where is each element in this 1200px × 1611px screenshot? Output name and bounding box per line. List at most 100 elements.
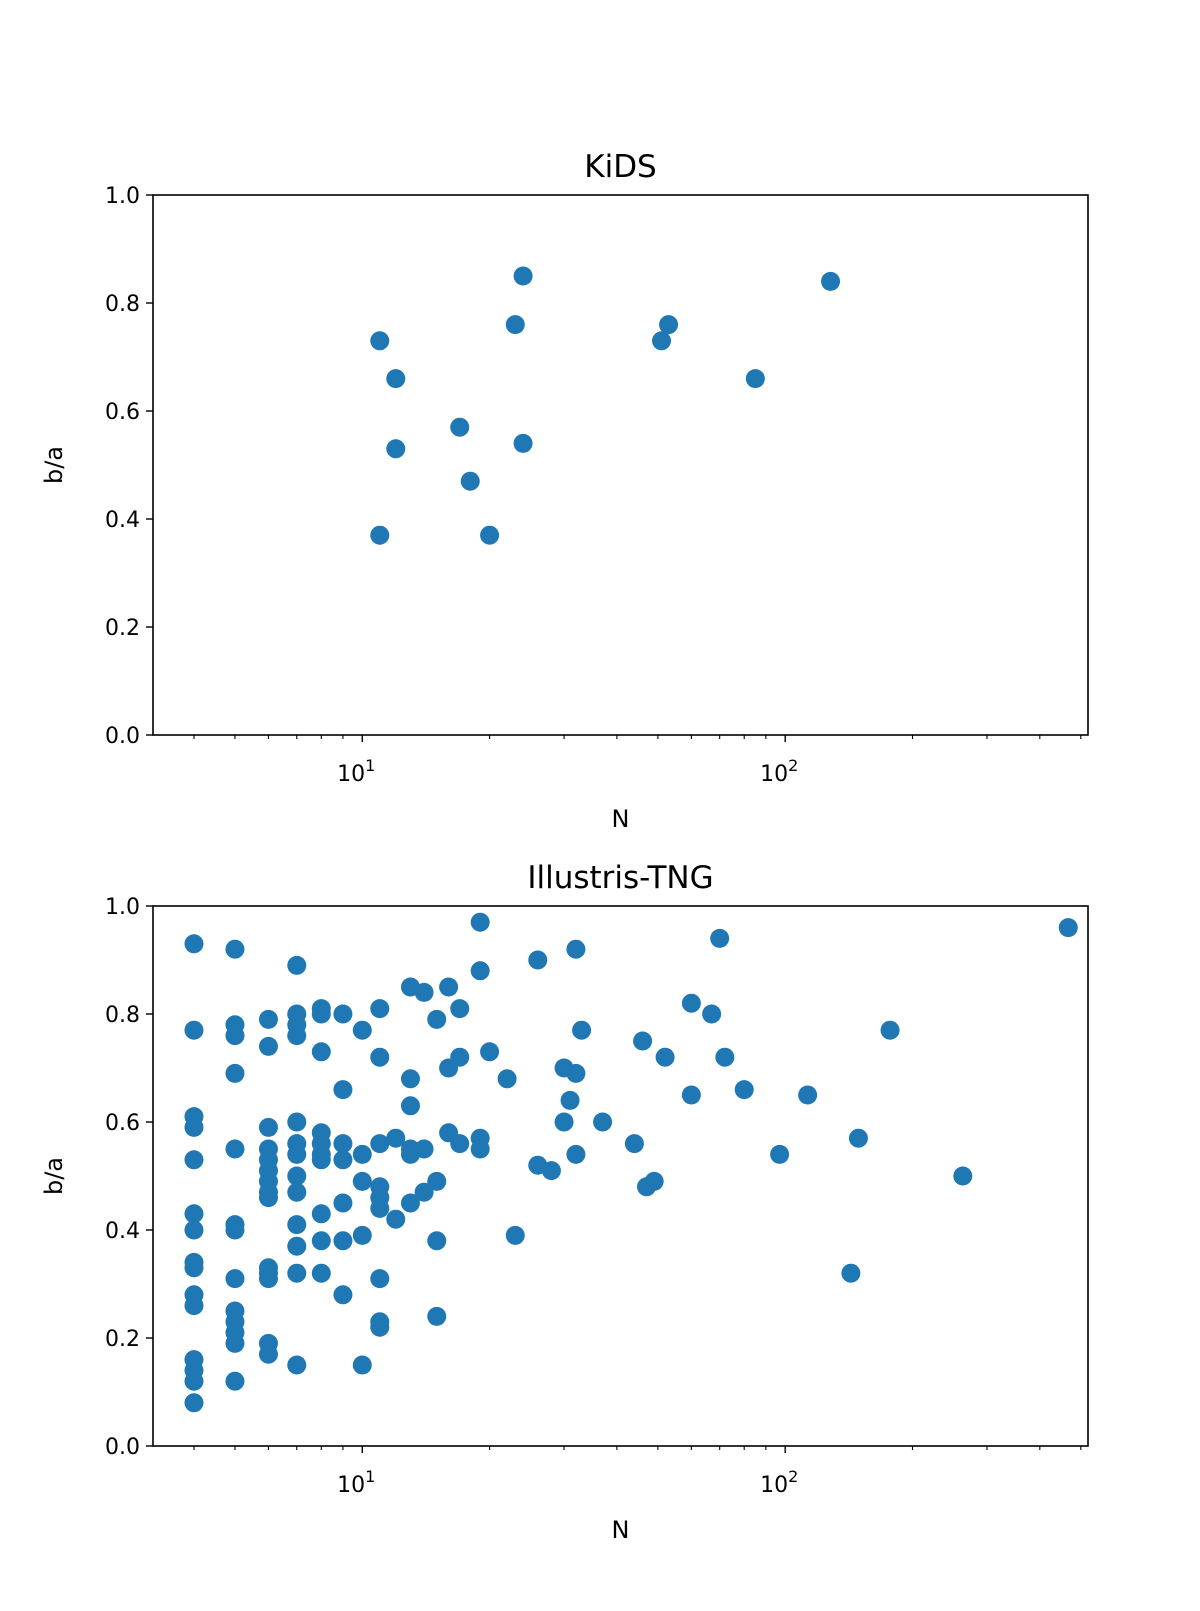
y-tick-label: 0.2 [105, 616, 140, 641]
data-point [652, 331, 672, 351]
y-tick-label: 1.0 [105, 184, 140, 209]
data-point [311, 1204, 331, 1224]
subplot-illustris-tng: Illustris-TNG 0.0 0.2 0.4 0.6 0.8 1.0 101 102 Nb/… [40, 860, 1089, 1544]
data-point [513, 433, 533, 453]
data-point [287, 1026, 307, 1046]
data-point [880, 1020, 900, 1040]
x-tick-label: 101 [337, 1467, 375, 1498]
y-axis-ticks: 0.0 0.2 0.4 0.6 0.8 1.0 [105, 184, 153, 749]
data-point [414, 1139, 434, 1159]
data-point [333, 1285, 353, 1305]
data-point [655, 1047, 675, 1067]
data-point [370, 1198, 390, 1218]
data-point [225, 1026, 245, 1046]
y-tick-label: 0.8 [105, 292, 140, 317]
data-point [311, 1231, 331, 1251]
data-point [225, 939, 245, 959]
data-point [386, 1209, 406, 1229]
data-point [480, 1042, 500, 1062]
data-point [798, 1085, 818, 1105]
data-point [258, 1269, 278, 1289]
chart-title: KiDS [584, 149, 657, 185]
data-point [370, 999, 390, 1019]
chart-title: Illustris-TNG [527, 860, 713, 896]
data-point [439, 977, 459, 997]
data-point [450, 417, 470, 437]
y-axis-ticks: 0.0 0.2 0.4 0.6 0.8 1.0 [105, 895, 153, 1460]
data-point [414, 1182, 434, 1202]
data-point [370, 1317, 390, 1337]
data-point [497, 1069, 517, 1089]
data-point [258, 1188, 278, 1208]
y-axis-label: b/a [40, 1157, 68, 1195]
y-tick-label: 0.0 [105, 1435, 140, 1460]
data-point [400, 1069, 420, 1089]
data-point [566, 1063, 586, 1083]
data-point [659, 315, 679, 335]
y-tick-label: 1.0 [105, 895, 140, 920]
data-point [470, 912, 490, 932]
data-point [710, 928, 730, 948]
y-axis-label: b/a [40, 446, 68, 484]
data-point [184, 1371, 204, 1391]
x-axis-label: N [612, 1516, 630, 1544]
data-point [184, 1150, 204, 1170]
data-point [770, 1144, 790, 1164]
data-point [821, 271, 841, 291]
data-point [414, 982, 434, 1002]
data-point [258, 1117, 278, 1137]
data-point [225, 1269, 245, 1289]
data-point [333, 1150, 353, 1170]
data-point [370, 1269, 390, 1289]
data-point [386, 369, 406, 389]
data-point [352, 1171, 372, 1191]
data-point [225, 1139, 245, 1159]
data-point [287, 1144, 307, 1164]
data-point [702, 1004, 722, 1024]
x-tick-label: 102 [760, 756, 798, 787]
data-point [184, 1204, 204, 1224]
data-point [184, 1393, 204, 1413]
data-point [311, 1263, 331, 1283]
data-point [333, 1080, 353, 1100]
data-point [460, 471, 480, 491]
data-point [644, 1171, 664, 1191]
data-point [352, 1144, 372, 1164]
data-point [681, 993, 701, 1013]
data-point [848, 1128, 868, 1148]
data-point [427, 1171, 447, 1191]
data-point [427, 1231, 447, 1251]
data-point [333, 1231, 353, 1251]
data-point [184, 1117, 204, 1137]
axes-frame [152, 905, 1089, 1447]
data-point [505, 315, 525, 335]
data-point [225, 1220, 245, 1240]
scatter-points [184, 912, 1078, 1413]
data-point [386, 1128, 406, 1148]
data-point [450, 999, 470, 1019]
data-point [184, 1258, 204, 1278]
data-point [681, 1085, 701, 1105]
axes-frame [152, 194, 1089, 736]
data-point [624, 1134, 644, 1154]
data-point [352, 1020, 372, 1040]
x-axis-ticks: 101 102 [193, 735, 1082, 787]
data-point [450, 1134, 470, 1154]
data-point [450, 1047, 470, 1067]
data-point [333, 1193, 353, 1213]
y-tick-label: 0.6 [105, 400, 140, 425]
data-point [258, 1036, 278, 1056]
data-point [311, 1004, 331, 1024]
data-point [370, 1047, 390, 1067]
data-point [554, 1112, 574, 1132]
data-point [287, 1355, 307, 1375]
data-point [184, 934, 204, 954]
data-point [400, 1193, 420, 1213]
subplot-kids: KiDS 0.0 0.2 0.4 0.6 0.8 1.0 101 102 Nb/a [40, 149, 1089, 833]
data-point [311, 1150, 331, 1170]
data-point [1058, 918, 1078, 938]
data-point [258, 1009, 278, 1029]
data-point [572, 1020, 592, 1040]
data-point [311, 1042, 331, 1062]
data-point [258, 1344, 278, 1364]
